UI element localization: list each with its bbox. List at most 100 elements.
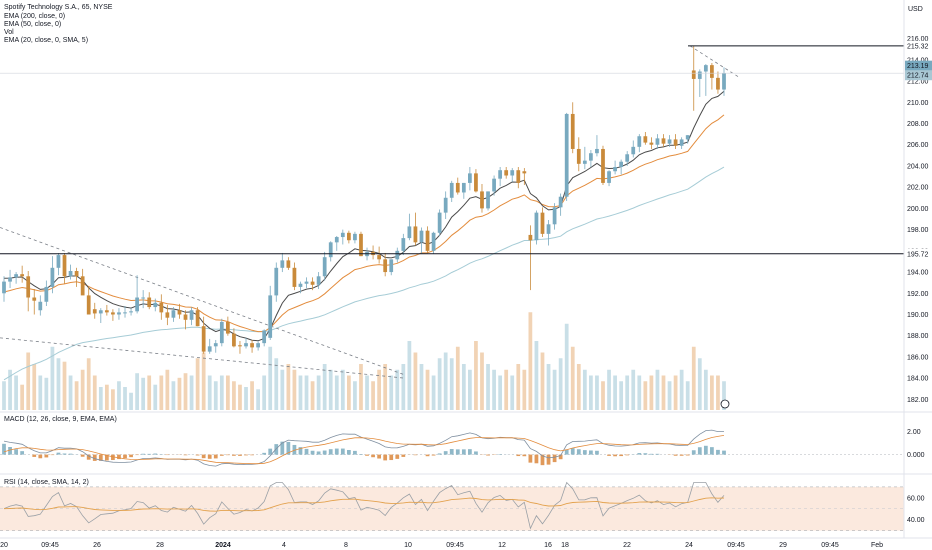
volume-bar	[528, 312, 533, 410]
support-price-label-bg	[905, 248, 932, 259]
candle-body	[613, 167, 617, 172]
volume-bar	[697, 358, 702, 410]
indicator-ema20-label[interactable]: EMA (20, close, 0, SMA, 5)	[4, 37, 89, 44]
candle-body	[286, 260, 291, 268]
volume-bar	[141, 377, 146, 410]
candle-body	[461, 182, 466, 193]
macd-histogram-bar	[56, 452, 61, 455]
volume-bar	[564, 323, 569, 410]
volume-bar	[68, 375, 73, 410]
indicator-ema50-label[interactable]: EMA (50, close, 0)	[4, 21, 62, 28]
candle-body	[540, 212, 545, 234]
volume-bar	[189, 375, 194, 410]
macd-histogram-bar	[123, 454, 127, 459]
volume-bar	[292, 369, 297, 410]
volume-bar	[38, 375, 43, 410]
volume-bar	[643, 381, 648, 410]
macd-histogram-bar	[697, 447, 702, 455]
volume-bar	[74, 381, 79, 410]
candle-body	[625, 154, 630, 162]
macd-histogram-bar	[316, 451, 321, 455]
volume-bar	[468, 369, 472, 410]
volume-bar	[595, 375, 599, 410]
macd-histogram-bar	[540, 454, 545, 466]
candle-body	[431, 232, 436, 251]
macd-histogram-bar	[340, 448, 345, 455]
candle-body	[480, 191, 484, 209]
rsi-ma-line	[3, 497, 725, 512]
macd-histogram-bar	[262, 452, 267, 455]
candle-body	[437, 212, 442, 233]
y-tick-label: 216.00	[907, 36, 929, 43]
candle-body	[256, 343, 260, 348]
macd-histogram-bar	[353, 450, 357, 455]
volume-bar	[679, 369, 684, 410]
volume-bar	[177, 377, 182, 410]
current-price-label-secondary-bg	[905, 70, 932, 81]
candle-body	[56, 255, 61, 268]
volume-bar	[334, 375, 339, 410]
indicator-volume-label[interactable]: Vol	[4, 29, 14, 36]
volume-bar	[268, 346, 273, 410]
candle-body	[268, 295, 273, 338]
volume-bar	[359, 364, 363, 410]
volume-bar	[716, 375, 720, 410]
volume-bar	[691, 346, 696, 410]
macd-histogram-bar	[534, 454, 539, 464]
macd-histogram-bar	[371, 454, 375, 458]
y-tick-label: 206.00	[907, 142, 929, 149]
macd-histogram-bar	[141, 453, 146, 455]
candle-body	[558, 196, 563, 208]
volume-bar	[201, 352, 206, 410]
tradingview-logo-icon	[720, 399, 730, 409]
current-price-label-bg	[905, 60, 932, 71]
candle-body	[26, 276, 31, 298]
candle-body	[455, 182, 460, 193]
volume-bar	[316, 375, 321, 410]
macd-histogram-bar	[20, 451, 25, 455]
candle-body	[250, 343, 254, 348]
macd-histogram-bar	[443, 451, 448, 455]
volume-bar	[298, 375, 303, 410]
volume-bar	[32, 364, 37, 410]
volume-bar	[262, 375, 267, 410]
volume-bar	[480, 352, 484, 410]
volume-bar	[274, 358, 279, 410]
macd-histogram-bar	[455, 449, 460, 455]
candle-body	[589, 153, 593, 161]
volume-bar	[98, 387, 103, 410]
candle-body	[189, 310, 194, 320]
macd-histogram-bar	[461, 449, 466, 455]
rsi-label: RSI (14, close, SMA, 14, 2)	[4, 479, 89, 486]
y-tick-label: 190.00	[907, 312, 929, 319]
candle-body	[280, 260, 285, 268]
volume-bar	[80, 369, 85, 410]
candle-body	[171, 310, 176, 318]
macd-histogram-bar	[232, 454, 236, 456]
y-tick-label: 192.00	[907, 291, 929, 298]
candle-body	[129, 311, 133, 313]
volume-bar	[558, 358, 563, 410]
volume-bar	[570, 346, 575, 410]
x-tick-label: 16	[544, 542, 552, 549]
x-tick-label: 4	[282, 542, 286, 549]
y-tick-label: 182.00	[907, 397, 929, 404]
y-tick-label: 186.00	[907, 354, 929, 361]
volume-bar	[455, 346, 460, 410]
macd-histogram-bar	[685, 454, 690, 456]
candle-body	[389, 259, 394, 273]
candle-body	[32, 297, 37, 301]
candle-body	[86, 295, 91, 315]
candle-body	[2, 281, 6, 294]
volume-bar	[183, 373, 188, 410]
candle-body	[419, 230, 424, 243]
macd-histogram-bar	[716, 449, 720, 455]
macd-histogram-bar	[722, 450, 726, 455]
volume-bar	[582, 369, 587, 410]
volume-bar	[44, 377, 49, 410]
volume-bar	[383, 364, 388, 410]
y-tick-label: 200.00	[907, 206, 929, 213]
indicator-ema200-label[interactable]: EMA (200, close, 0)	[4, 13, 66, 20]
macd-histogram-bar	[8, 446, 12, 455]
